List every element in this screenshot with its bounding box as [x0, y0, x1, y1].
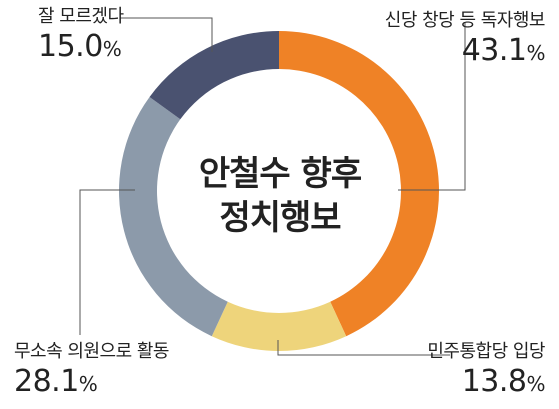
donut-slices — [119, 31, 440, 351]
slice-independent-mp — [119, 96, 228, 337]
slice-indep — [279, 31, 440, 337]
chart-title-line-1: 안철수 향후 — [198, 154, 362, 194]
chart-title-line-2: 정치행보 — [219, 198, 341, 238]
slice-value: 43.1% — [461, 33, 546, 68]
slice-value: 28.1% — [14, 364, 98, 399]
slice-name: 무소속 의원으로 활동 — [14, 341, 169, 362]
slice-join — [211, 301, 347, 351]
leader-lines — [79, 17, 466, 356]
slice-label-indep: 신당 창당 등 독자행보 43.1% — [384, 10, 546, 68]
leader-line-unknown — [120, 17, 213, 52]
slice-label-independent-mp: 무소속 의원으로 활동 28.1% — [14, 343, 169, 397]
slice-label-join: 민주통합당 입당 13.8% — [427, 343, 545, 397]
slice-unknown — [149, 31, 279, 120]
slice-name: 잘 모르겠다 — [38, 6, 124, 27]
slice-name: 신당 창당 등 독자행보 — [384, 10, 546, 31]
slice-name: 민주통합당 입당 — [427, 341, 545, 362]
leader-line-indep — [398, 22, 466, 191]
slice-label-unknown: 잘 모르겠다 15.0% — [38, 8, 124, 62]
slice-value: 15.0% — [38, 29, 122, 64]
leader-line-independent-mp — [79, 189, 135, 335]
chart-title: 안철수 향후 정치행보 — [180, 152, 380, 240]
slice-value: 13.8% — [461, 364, 546, 399]
leader-line-join — [277, 340, 450, 356]
